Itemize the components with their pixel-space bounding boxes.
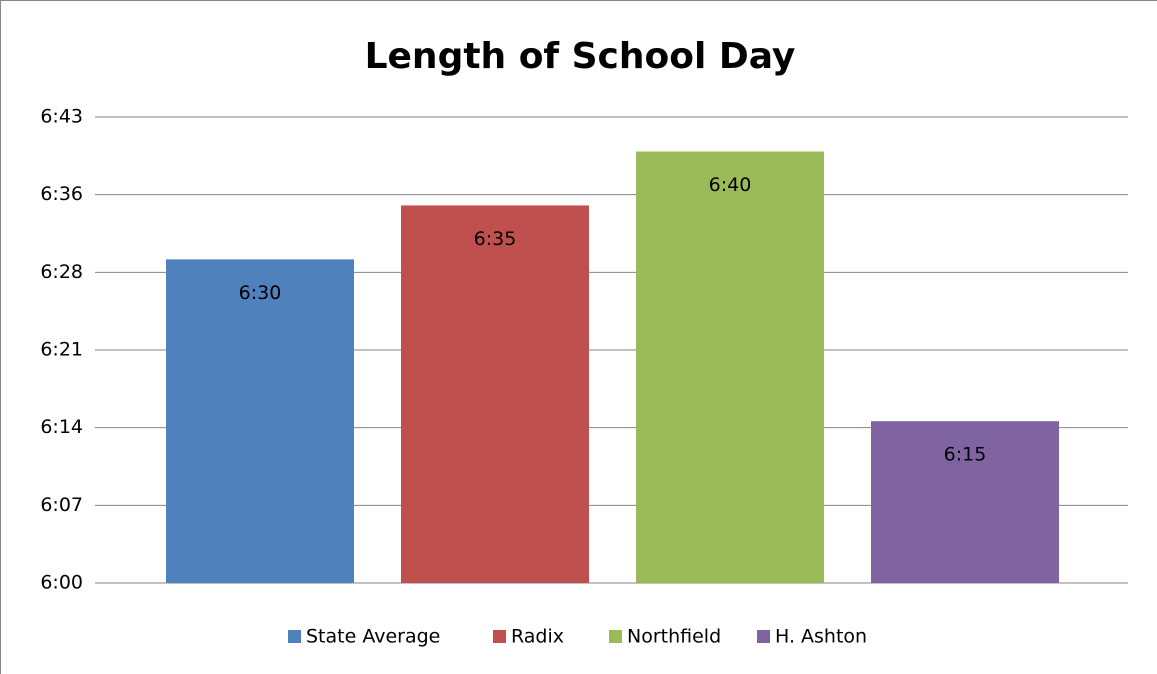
y-tick-label: 6:00 xyxy=(40,572,83,594)
bar xyxy=(401,205,589,583)
legend-swatch xyxy=(493,630,506,643)
legend-swatch xyxy=(757,630,770,643)
data-label: 6:40 xyxy=(709,174,752,196)
legend-label: H. Ashton xyxy=(775,626,867,648)
chart-title: Length of School Day xyxy=(365,36,796,77)
legend-label: Northfield xyxy=(627,626,721,648)
bar xyxy=(166,259,354,583)
y-tick-label: 6:28 xyxy=(40,261,83,283)
y-tick-label: 6:07 xyxy=(40,494,83,516)
y-tick-label: 6:21 xyxy=(40,339,83,361)
bar xyxy=(636,151,824,583)
bar xyxy=(871,421,1059,583)
legend-swatch xyxy=(609,630,622,643)
y-tick-label: 6:43 xyxy=(40,106,83,128)
data-label: 6:30 xyxy=(239,282,282,304)
legend-swatch xyxy=(288,630,301,643)
legend-label: Radix xyxy=(511,626,564,648)
legend-label: State Average xyxy=(306,626,440,648)
data-label: 6:15 xyxy=(944,444,987,466)
data-label: 6:35 xyxy=(474,228,517,250)
y-tick-label: 6:14 xyxy=(40,416,83,438)
y-tick-label: 6:36 xyxy=(40,183,83,205)
